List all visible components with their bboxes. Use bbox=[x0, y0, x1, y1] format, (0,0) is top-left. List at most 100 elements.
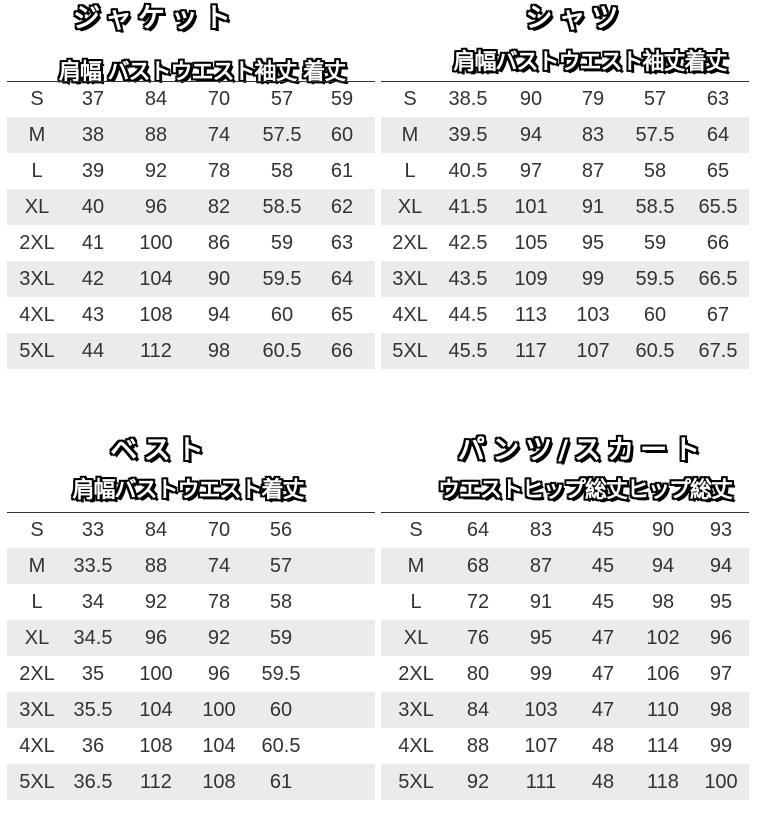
measurement-cell: 84 bbox=[144, 519, 168, 541]
measurement-cell: 84 bbox=[144, 88, 168, 110]
size-label: L bbox=[31, 160, 43, 182]
size-label: 2XL bbox=[19, 663, 55, 685]
measurement-cell: 39 bbox=[81, 160, 105, 182]
table-row: 4XL 88 107 48 114 99 bbox=[381, 728, 749, 764]
measurement-cell: 94 bbox=[709, 555, 733, 577]
measurement-cell: 41.5 bbox=[448, 196, 488, 218]
measurement-cell: 43 bbox=[81, 304, 105, 326]
measurement-cell: 63 bbox=[330, 232, 354, 254]
table-row: 4XL 43 108 94 60 65 bbox=[7, 297, 375, 333]
measurement-cell: 108 bbox=[202, 771, 236, 793]
measurement-cell: 38 bbox=[81, 124, 105, 146]
size-label: 4XL bbox=[392, 304, 428, 326]
measurement-cell: 111 bbox=[525, 771, 557, 793]
measurement-cell: 76 bbox=[466, 627, 490, 649]
table-row: L 40.5 97 87 58 65 bbox=[381, 153, 749, 189]
jacket-header: 肩幅 バストウエスト袖丈 着丈 bbox=[58, 60, 346, 85]
measurement-cell: 98 bbox=[207, 340, 231, 362]
measurement-cell: 58.5 bbox=[262, 196, 302, 218]
measurement-cell: 83 bbox=[529, 519, 553, 541]
measurement-cell: 60.5 bbox=[262, 340, 302, 362]
shirt-header-divider bbox=[381, 81, 749, 82]
measurement-cell: 97 bbox=[519, 160, 543, 182]
shirt-title: シャツ bbox=[525, 3, 625, 34]
measurement-cell: 87 bbox=[581, 160, 605, 182]
measurement-cell: 93 bbox=[709, 519, 733, 541]
measurement-cell: 34 bbox=[81, 591, 105, 613]
measurement-cell: 45.5 bbox=[448, 340, 488, 362]
measurement-cell: 103 bbox=[524, 699, 558, 721]
vest-header: 肩幅バストウエスト着丈 bbox=[72, 478, 304, 503]
measurement-cell: 87 bbox=[529, 555, 553, 577]
measurement-cell: 91 bbox=[529, 591, 553, 613]
measurement-cell: 65 bbox=[706, 160, 730, 182]
measurement-cell: 47 bbox=[591, 627, 615, 649]
measurement-cell: 45 bbox=[591, 555, 615, 577]
measurement-cell: 98 bbox=[709, 699, 733, 721]
size-label: 5XL bbox=[398, 771, 434, 793]
vest-title: ベスト bbox=[110, 435, 210, 466]
measurement-cell: 35.5 bbox=[73, 699, 113, 721]
measurement-cell: 104 bbox=[202, 735, 236, 757]
table-row: S 37 84 70 57 59 bbox=[7, 81, 375, 117]
size-label: 2XL bbox=[19, 232, 55, 254]
measurement-cell: 63 bbox=[706, 88, 730, 110]
measurement-cell: 100 bbox=[704, 771, 738, 793]
measurement-cell: 42.5 bbox=[448, 232, 488, 254]
measurement-cell: 56 bbox=[269, 519, 293, 541]
measurement-cell: 60 bbox=[330, 124, 354, 146]
measurement-cell: 34.5 bbox=[73, 627, 113, 649]
table-row: M 39.5 94 83 57.5 64 bbox=[381, 117, 749, 153]
measurement-cell: 101 bbox=[514, 196, 548, 218]
measurement-cell: 35 bbox=[81, 663, 105, 685]
measurement-cell: 60.5 bbox=[635, 340, 675, 362]
measurement-cell: 108 bbox=[139, 735, 173, 757]
measurement-cell: 100 bbox=[139, 232, 173, 254]
measurement-cell: 67.5 bbox=[698, 340, 738, 362]
measurement-cell: 45 bbox=[591, 519, 615, 541]
measurement-cell: 74 bbox=[207, 555, 231, 577]
measurement-cell: 88 bbox=[466, 735, 490, 757]
measurement-cell: 117 bbox=[515, 340, 547, 362]
measurement-cell: 60 bbox=[269, 699, 293, 721]
measurement-cell: 74 bbox=[207, 124, 231, 146]
table-row: 5XL 92 111 48 118 100 bbox=[381, 764, 749, 800]
measurement-cell: 59.5 bbox=[262, 268, 302, 290]
size-label: M bbox=[401, 124, 419, 146]
measurement-cell: 62 bbox=[330, 196, 354, 218]
measurement-cell: 57.5 bbox=[262, 124, 302, 146]
measurement-cell: 94 bbox=[207, 304, 231, 326]
measurement-cell: 92 bbox=[207, 627, 231, 649]
measurement-cell: 78 bbox=[207, 160, 231, 182]
measurement-cell: 66 bbox=[330, 340, 354, 362]
pants-skirt-header-divider bbox=[381, 512, 749, 513]
measurement-cell: 99 bbox=[581, 268, 605, 290]
measurement-cell: 44 bbox=[81, 340, 105, 362]
table-row: 3XL 84 103 47 110 98 bbox=[381, 692, 749, 728]
size-label: XL bbox=[397, 196, 423, 218]
measurement-cell: 107 bbox=[576, 340, 610, 362]
measurement-cell: 59 bbox=[270, 232, 294, 254]
measurement-cell: 47 bbox=[591, 663, 615, 685]
shirt-header: 肩幅バストウエスト袖丈着丈 bbox=[453, 50, 727, 75]
table-row: XL 34.5 96 92 59 bbox=[7, 620, 375, 656]
table-row: 3XL 43.5 109 99 59.5 66.5 bbox=[381, 261, 749, 297]
table-row: M 33.5 88 74 57 bbox=[7, 548, 375, 584]
vest-header-divider bbox=[7, 512, 375, 513]
measurement-cell: 65 bbox=[330, 304, 354, 326]
table-row: L 39 92 78 58 61 bbox=[7, 153, 375, 189]
measurement-cell: 102 bbox=[646, 627, 680, 649]
measurement-cell: 40.5 bbox=[448, 160, 488, 182]
measurement-cell: 100 bbox=[139, 663, 173, 685]
measurement-cell: 60 bbox=[643, 304, 667, 326]
table-row: 2XL 35 100 96 59.5 bbox=[7, 656, 375, 692]
measurement-cell: 70 bbox=[207, 519, 231, 541]
measurement-cell: 95 bbox=[709, 591, 733, 613]
measurement-cell: 96 bbox=[144, 627, 168, 649]
measurement-cell: 43.5 bbox=[448, 268, 488, 290]
measurement-cell: 67 bbox=[706, 304, 730, 326]
measurement-cell: 61 bbox=[330, 160, 354, 182]
measurement-cell: 103 bbox=[576, 304, 610, 326]
measurement-cell: 100 bbox=[202, 699, 236, 721]
measurement-cell: 94 bbox=[519, 124, 543, 146]
